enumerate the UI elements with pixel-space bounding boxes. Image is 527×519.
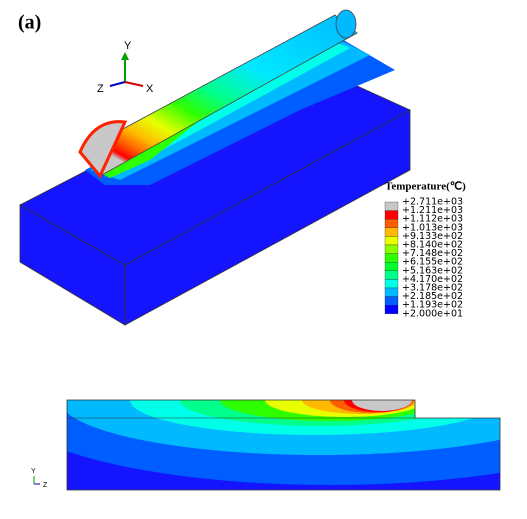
panel-label: (a) (18, 12, 41, 34)
axis-label: Y (124, 40, 132, 52)
legend-swatch (384, 279, 399, 289)
axis-label: Z (43, 482, 48, 489)
legend-swatch (384, 227, 399, 237)
legend-swatch (384, 262, 399, 271)
legend-level: +1.013e+03 (402, 222, 463, 233)
legend-level: +1.193e+02 (402, 300, 463, 311)
axis-label: Z (97, 83, 104, 95)
axis-label: Y (31, 468, 36, 475)
legend-title: Temperature(℃) (385, 181, 466, 193)
legend-level: +5.163e+02 (402, 265, 463, 276)
legend-swatch (384, 287, 399, 297)
legend-swatch (384, 219, 399, 228)
legend-level: +1.112e+03 (402, 214, 463, 225)
legend-level: +7.148e+02 (402, 248, 463, 259)
legend-level: +2.000e+01 (402, 308, 463, 319)
legend-level: +3.178e+02 (402, 283, 463, 294)
legend-level: +9.133e+02 (402, 231, 463, 242)
legend-swatch (384, 236, 399, 246)
legend-swatch (384, 296, 399, 306)
legend: Temperature(℃) +2.711e+03+1.211e+03+1.11… (384, 181, 466, 319)
legend-swatch (384, 244, 399, 254)
legend-level: +2.711e+03 (402, 197, 463, 208)
legend-level: +8.140e+02 (402, 240, 463, 251)
axis-triad: Y Z (31, 468, 48, 489)
cross-section (67, 400, 500, 490)
legend-level: +2.185e+02 (402, 291, 463, 302)
block-3d (19, 9, 411, 326)
legend-swatch (384, 201, 399, 211)
legend-level: +4.170e+02 (402, 274, 463, 285)
legend-swatch (384, 210, 399, 220)
legend-level: +1.211e+03 (402, 205, 463, 216)
legend-level: +6.155e+02 (402, 257, 463, 268)
legend-swatch (384, 253, 399, 263)
axis-label: X (146, 83, 154, 95)
legend-swatch (384, 305, 399, 314)
legend-swatch (384, 270, 399, 280)
axis-triad: Y Z X (97, 40, 154, 95)
